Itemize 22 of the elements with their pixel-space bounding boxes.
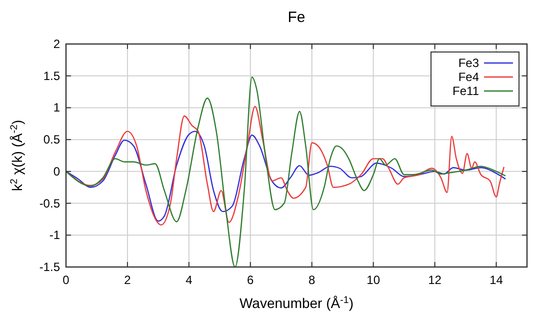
x-tick-label: 0 (62, 273, 70, 287)
legend-label: Fe3 (458, 56, 480, 70)
y-tick-label: 1.5 (43, 68, 60, 83)
y-tick-label: -0.5 (39, 196, 60, 210)
legend-label: Fe11 (452, 84, 480, 98)
x-tick-label: 8 (308, 273, 316, 287)
x-tick-label: 14 (490, 273, 504, 287)
x-tick-label: 2 (124, 273, 132, 287)
x-tick-label: 12 (428, 273, 442, 287)
chart-title: Fe (288, 9, 306, 26)
x-axis-title: Wavenumber (Å$^{-1}$) (239, 294, 354, 311)
y-tick-label: 0 (53, 164, 60, 178)
y-tick-label: 0.5 (43, 132, 60, 147)
y-tick-label: -1.5 (39, 260, 60, 274)
x-tick-label: 10 (366, 273, 380, 287)
line-series (65, 130, 506, 222)
y-tick-label: -1 (49, 228, 60, 242)
y-tick-label: 2 (53, 37, 60, 51)
x-tick-label: 4 (186, 273, 193, 287)
x-tick-label: 6 (247, 273, 254, 287)
y-tick-label: 1 (53, 100, 60, 115)
legend-label: Fe4 (458, 70, 480, 84)
